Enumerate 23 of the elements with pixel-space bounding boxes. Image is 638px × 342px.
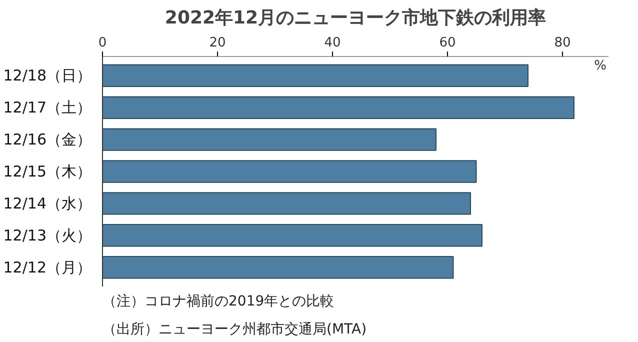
bar: [102, 192, 471, 215]
y-tick-label: 12/13（火）: [3, 226, 92, 244]
bar: [102, 128, 436, 151]
y-tick-label: 12/14（水）: [3, 194, 92, 212]
x-tick-label: 80: [554, 36, 571, 50]
text: （注）コロナ禍前の2019年との比較: [102, 294, 334, 310]
bar: [102, 256, 454, 279]
chart-title: 2022年12月のニューヨーク市地下鉄の利用率: [164, 8, 546, 28]
bar: [102, 64, 528, 88]
x-tick-label: 0: [98, 36, 107, 50]
x-tick-label: 40: [324, 36, 341, 50]
x-tick-label: 60: [439, 36, 456, 50]
x-tick-label: 20: [209, 36, 226, 50]
y-tick-label: 12/18（日）: [3, 66, 92, 85]
bar: [102, 160, 477, 183]
y-tick-label: 12/12（月）: [3, 258, 92, 276]
bar: [102, 224, 482, 247]
x-axis-title: %: [594, 58, 607, 74]
bar: [102, 96, 574, 119]
text: （出所）ニューヨーク州都市交通局(MTA): [102, 322, 367, 338]
y-tick-label: 12/17（土）: [3, 98, 92, 117]
y-tick-label: 12/16（金）: [3, 130, 92, 149]
y-tick-label: 12/15（木）: [3, 162, 92, 180]
